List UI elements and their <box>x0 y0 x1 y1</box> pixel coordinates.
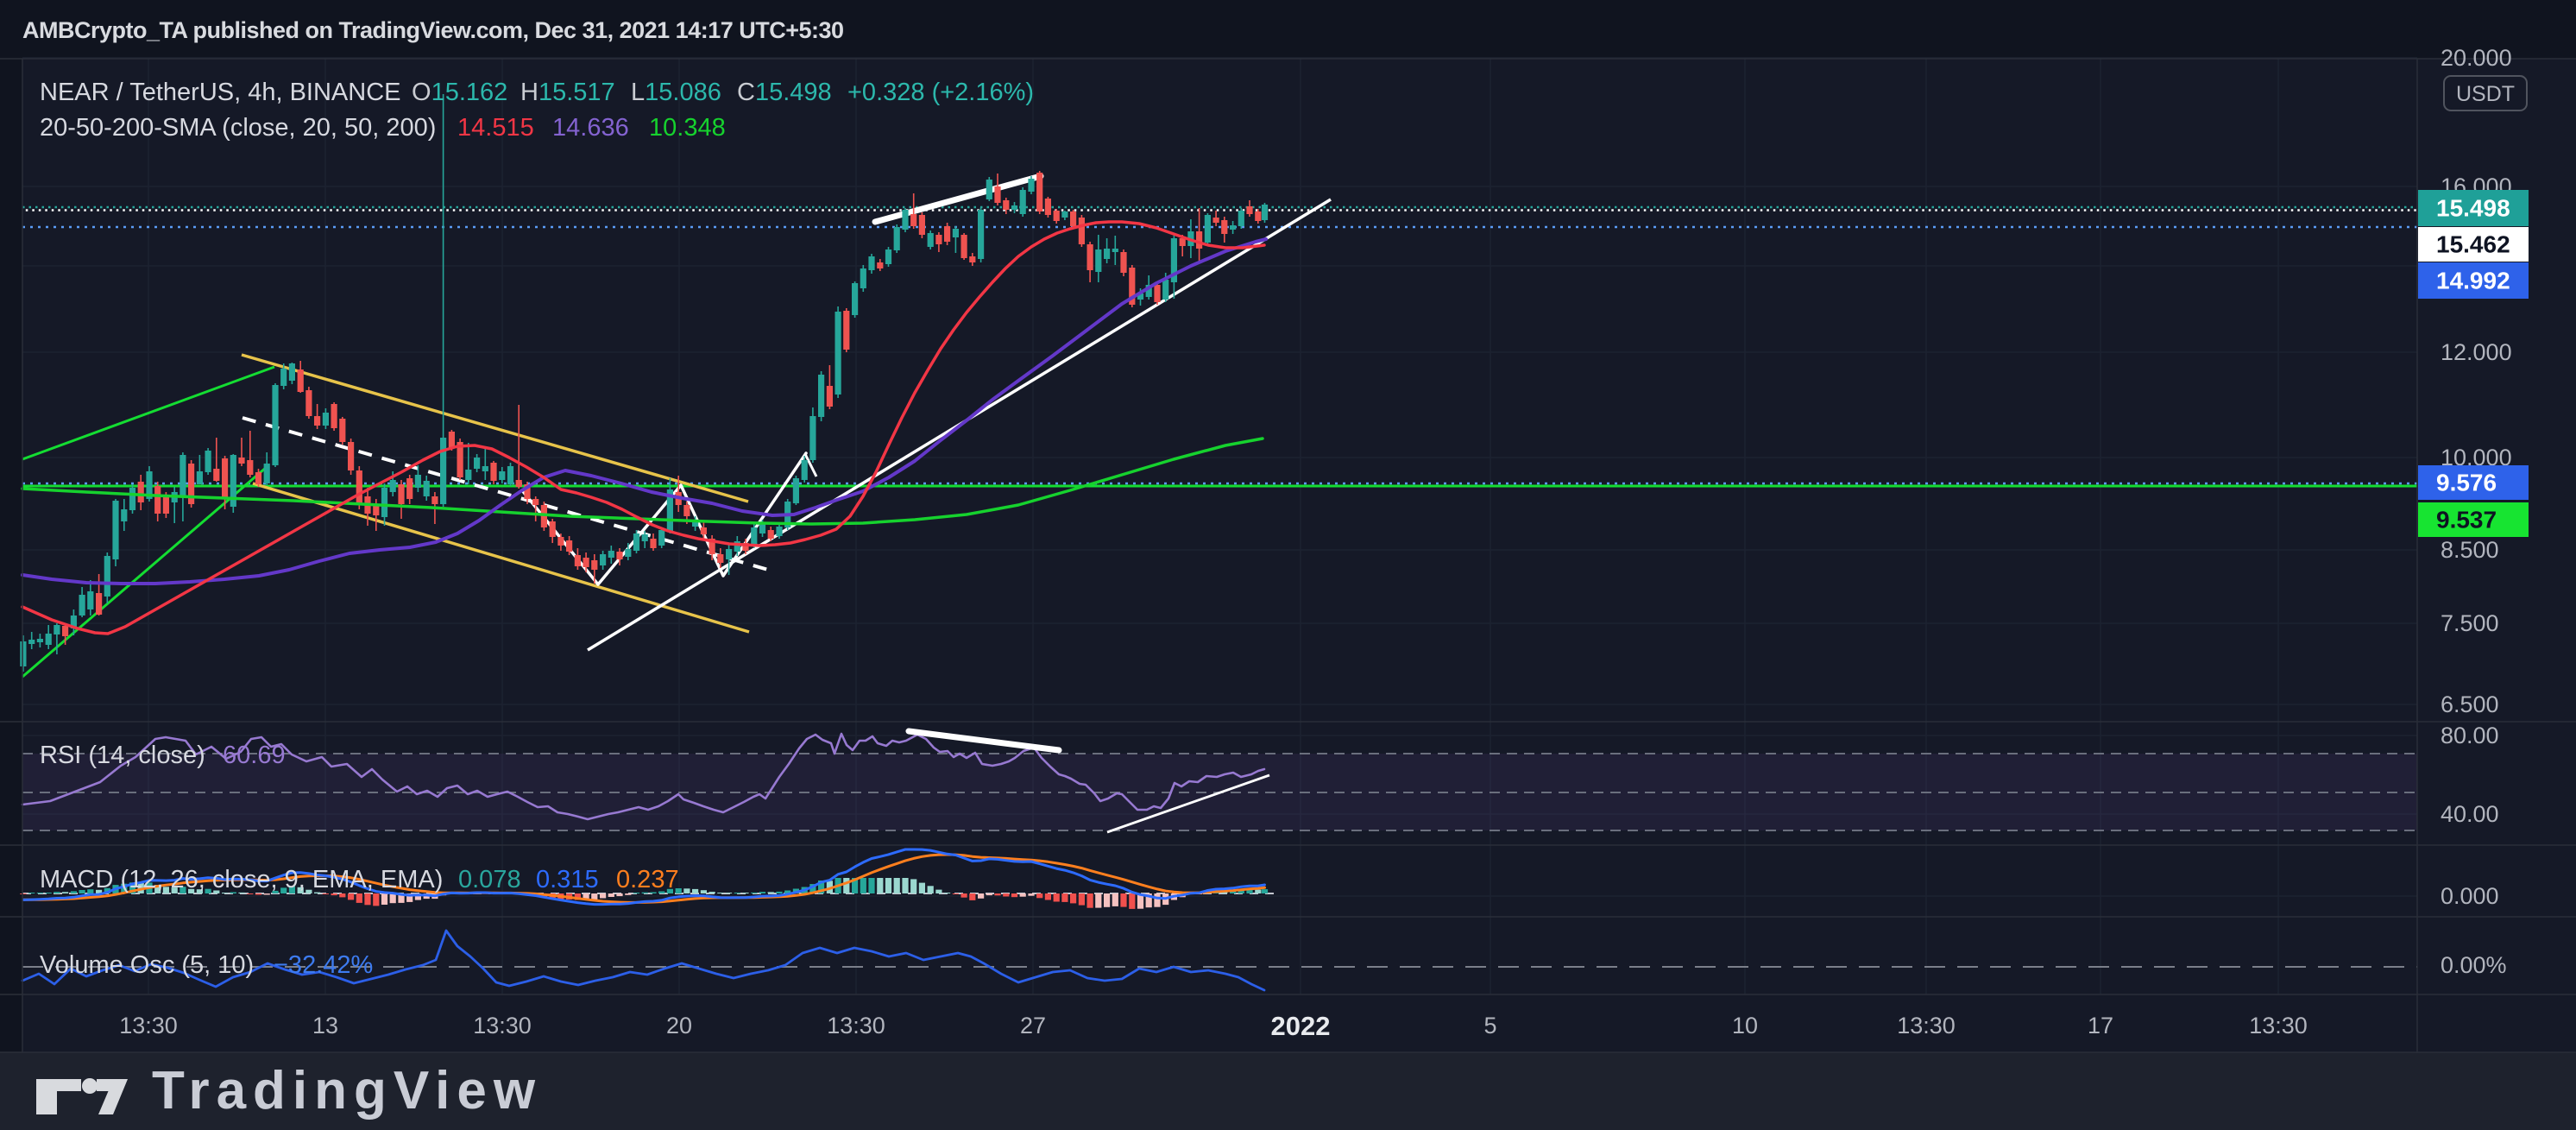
svg-text:9.537: 9.537 <box>2436 507 2497 533</box>
svg-text:15.498: 15.498 <box>2436 195 2510 222</box>
svg-text:TradingView: TradingView <box>152 1061 542 1121</box>
svg-text:NEAR / TetherUS, 4h, BINANCE: NEAR / TetherUS, 4h, BINANCE <box>40 79 401 106</box>
svg-text:7.500: 7.500 <box>2441 610 2499 636</box>
svg-text:10.348: 10.348 <box>649 114 726 142</box>
svg-text:13:30: 13:30 <box>473 1013 532 1038</box>
svg-text:20-50-200-SMA (close, 20, 50,: 20-50-200-SMA (close, 20, 50, 200) <box>40 114 436 142</box>
svg-text:13:30: 13:30 <box>119 1013 178 1038</box>
svg-text:H15.517: H15.517 <box>520 79 615 106</box>
svg-text:MACD (12, 26, close, 9, EMA, E: MACD (12, 26, close, 9, EMA, EMA) <box>40 866 443 893</box>
svg-text:8.500: 8.500 <box>2441 537 2499 563</box>
svg-text:13:30: 13:30 <box>1897 1013 1956 1038</box>
svg-text:14.636: 14.636 <box>552 114 629 142</box>
svg-text:RSI (14, close): RSI (14, close) <box>40 742 205 769</box>
svg-text:17: 17 <box>2088 1013 2113 1038</box>
svg-text:USDT: USDT <box>2456 82 2515 106</box>
svg-text:13:30: 13:30 <box>2249 1013 2308 1038</box>
svg-text:Volume Osc (5, 10): Volume Osc (5, 10) <box>40 951 254 979</box>
svg-text:0.00%: 0.00% <box>2441 952 2507 978</box>
svg-text:13: 13 <box>312 1013 338 1038</box>
svg-text:2022: 2022 <box>1271 1011 1331 1041</box>
svg-text:C15.498: C15.498 <box>737 79 832 106</box>
svg-text:40.00: 40.00 <box>2441 801 2499 827</box>
svg-text:6.500: 6.500 <box>2441 691 2499 717</box>
svg-text:L15.086: L15.086 <box>631 79 721 106</box>
svg-text:14.515: 14.515 <box>457 114 534 142</box>
svg-text:−32.42%: −32.42% <box>274 951 373 979</box>
svg-text:0.237: 0.237 <box>616 866 679 893</box>
svg-text:10: 10 <box>1732 1013 1758 1038</box>
svg-text:0.315: 0.315 <box>536 866 599 893</box>
svg-text:20: 20 <box>666 1013 692 1038</box>
svg-text:0.000: 0.000 <box>2441 883 2499 909</box>
svg-text:5: 5 <box>1483 1013 1496 1038</box>
svg-text:60.69: 60.69 <box>223 742 286 769</box>
svg-text:12.000: 12.000 <box>2441 339 2512 365</box>
svg-text:0.078: 0.078 <box>458 866 521 893</box>
svg-text:15.462: 15.462 <box>2436 231 2510 258</box>
svg-text:9.576: 9.576 <box>2436 470 2497 496</box>
svg-text:13:30: 13:30 <box>827 1013 885 1038</box>
svg-text:+0.328 (+2.16%): +0.328 (+2.16%) <box>847 79 1034 106</box>
svg-text:AMBCrypto_TA published on Trad: AMBCrypto_TA published on TradingView.co… <box>22 17 844 43</box>
svg-text:80.00: 80.00 <box>2441 723 2499 748</box>
svg-text:27: 27 <box>1020 1013 1046 1038</box>
svg-text:O15.162: O15.162 <box>412 79 507 106</box>
svg-text:20.000: 20.000 <box>2441 45 2512 71</box>
svg-text:14.992: 14.992 <box>2436 268 2510 294</box>
